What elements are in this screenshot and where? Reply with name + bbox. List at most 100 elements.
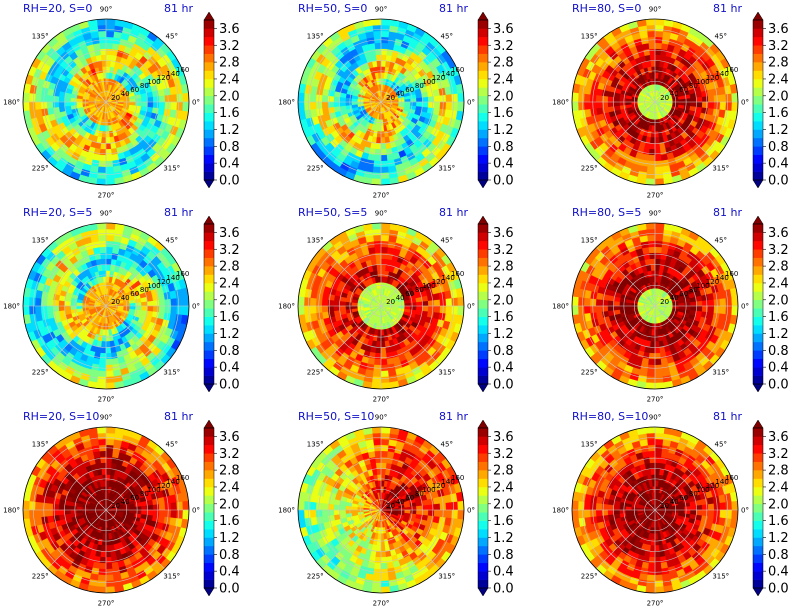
field-cell [152, 299, 160, 307]
field-cell [410, 305, 417, 311]
angular-tick-label: 180° [278, 303, 295, 311]
field-cell [583, 305, 591, 315]
field-cell [376, 335, 382, 342]
colorbar-segment [204, 358, 214, 368]
field-cell [648, 48, 656, 56]
field-cell [427, 101, 435, 109]
field-cell [333, 91, 341, 98]
radial-tick-label: 160 [451, 66, 464, 74]
field-cell [650, 131, 656, 138]
field-cell [654, 42, 662, 50]
colorbar-tick-label: 0.0 [493, 174, 514, 189]
field-cell [96, 19, 107, 26]
field-cell [52, 305, 60, 313]
field-cell [695, 310, 703, 317]
angular-tick-label: 135° [32, 33, 49, 41]
field-cell [701, 95, 709, 103]
field-cell [371, 382, 382, 389]
colorbar-segment [204, 308, 214, 317]
field-cell [646, 234, 656, 242]
radial-tick-label: 120 [706, 74, 719, 82]
field-cell [182, 296, 189, 307]
colorbar-tick-label: 0.8 [493, 140, 514, 155]
field-cell [421, 106, 429, 113]
colorbar-segment [478, 350, 488, 360]
field-cell [298, 101, 305, 112]
angular-gridline [596, 101, 656, 161]
field-cell [105, 352, 113, 360]
field-cell [105, 252, 113, 260]
colorbar-tick-label: 2.0 [219, 293, 240, 308]
colorbar-tick-label: 2.8 [219, 56, 240, 71]
field-cell [375, 54, 382, 61]
field-cell [105, 172, 115, 180]
field-cell [105, 48, 113, 56]
radial-tick-label: 140 [715, 70, 728, 78]
colorbar-segment [753, 146, 763, 156]
field-cell [654, 154, 662, 162]
field-cell [28, 93, 36, 103]
field-cell [649, 143, 656, 150]
field-cell [105, 143, 112, 150]
radial-tick-label: 60 [130, 290, 139, 298]
colorbar-segment [753, 78, 763, 88]
colorbar-segment [753, 121, 763, 130]
field-cell [105, 358, 113, 366]
field-cell [613, 301, 620, 307]
field-cell [654, 276, 659, 283]
colorbar-tick-label: 3.2 [768, 39, 789, 54]
field-cell [427, 95, 435, 103]
radial-tick-label: 40 [396, 294, 405, 302]
colorbar-tick-label: 0.4 [219, 361, 240, 376]
field-cell [99, 352, 107, 360]
radial-tick-label: 160 [451, 270, 464, 278]
angular-gridline [105, 43, 165, 103]
field-cell [607, 295, 615, 302]
field-cell [58, 96, 65, 103]
angular-tick-label: 315° [712, 164, 729, 172]
field-cell [583, 101, 591, 111]
field-cell [96, 382, 107, 389]
field-cell [99, 252, 107, 260]
colorbar-tick-label: 0.4 [219, 157, 240, 172]
colorbar-segment [204, 299, 214, 309]
colorbar-segment [478, 20, 488, 29]
colorbar-frame [203, 19, 215, 181]
colorbar-extend-max [477, 215, 489, 225]
field-cell [158, 95, 166, 103]
angular-tick-label: 135° [307, 237, 324, 245]
field-cell [374, 246, 382, 254]
colorbar-frame [752, 19, 764, 181]
field-cell [695, 106, 703, 113]
field-cell [58, 300, 65, 307]
field-cell [701, 299, 709, 307]
field-cell [701, 305, 709, 313]
radial-tick-label: 120 [157, 74, 170, 82]
angular-tick-label: 180° [278, 99, 295, 107]
radial-tick-label: 60 [405, 290, 414, 298]
colorbar: 0.00.40.81.21.62.02.42.83.23.6 [477, 215, 514, 393]
field-cell [380, 178, 391, 185]
field-cell [707, 299, 715, 307]
field-cell [607, 101, 614, 108]
field-cell [105, 376, 115, 384]
field-cell [309, 305, 317, 315]
field-cell [650, 137, 656, 144]
field-cell [650, 341, 656, 348]
field-cell [76, 98, 83, 103]
field-cell [684, 101, 691, 107]
field-cell [46, 299, 54, 307]
field-cell [34, 297, 42, 307]
field-cell [99, 358, 107, 366]
field-cell [654, 234, 664, 242]
field-cell [100, 54, 107, 61]
field-cell [457, 305, 464, 316]
field-cell [105, 166, 115, 174]
field-cell [380, 370, 390, 378]
field-cell [719, 297, 727, 307]
colorbar-tick-label: 2.4 [493, 72, 514, 87]
field-cell [646, 370, 656, 378]
colorbar-segment [478, 129, 488, 139]
field-cell [380, 264, 386, 271]
field-cell [345, 301, 352, 307]
